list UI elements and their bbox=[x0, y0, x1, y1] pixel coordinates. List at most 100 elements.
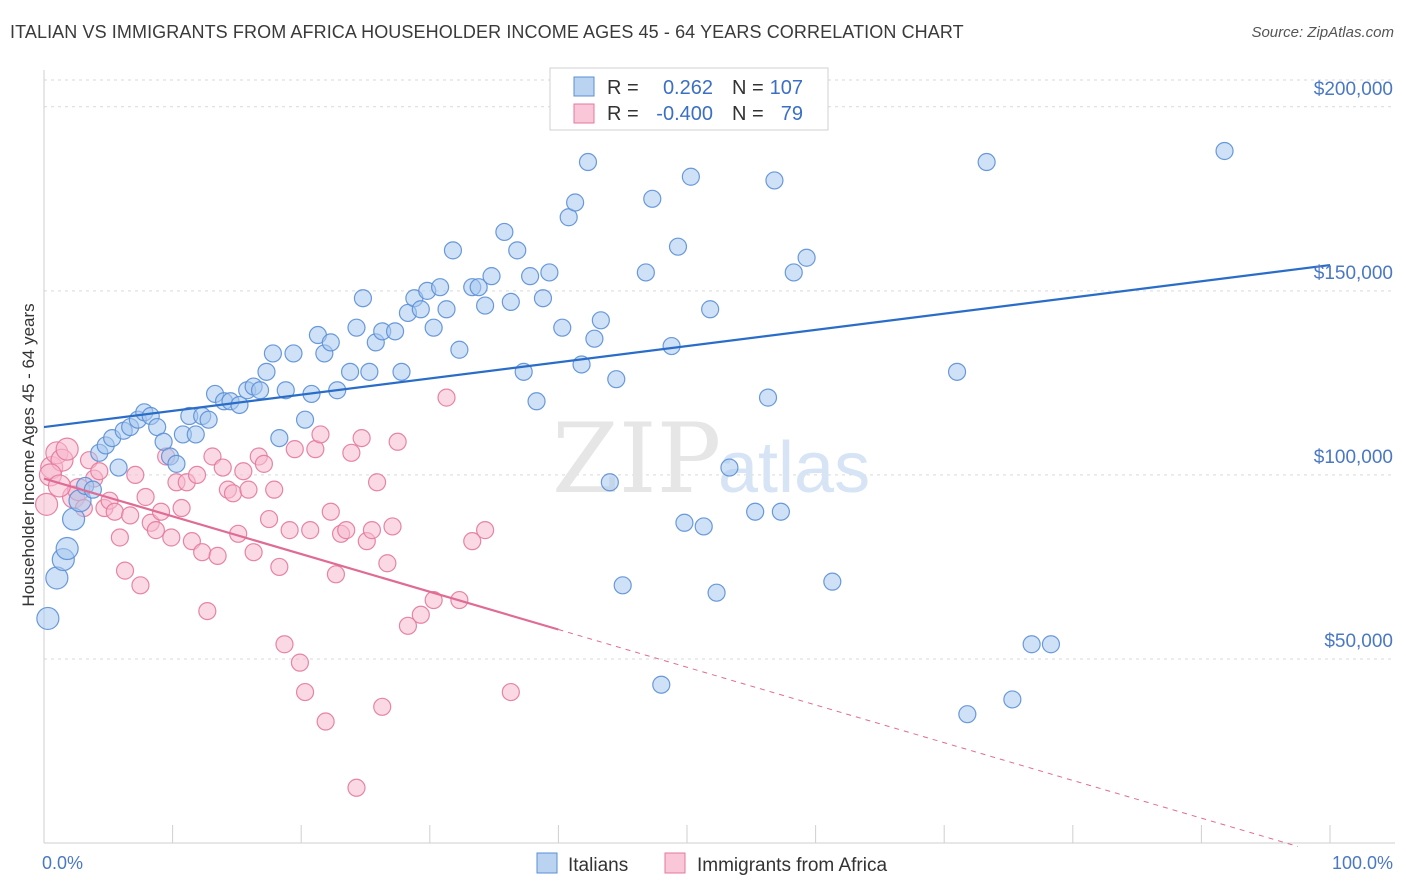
italians-point bbox=[675, 513, 694, 532]
italians-point bbox=[1215, 141, 1234, 161]
africa-point bbox=[301, 521, 320, 540]
africa-point bbox=[270, 557, 289, 577]
italians-point bbox=[321, 333, 340, 352]
africa-point bbox=[208, 546, 227, 565]
italians-point bbox=[527, 392, 546, 411]
italians-point bbox=[746, 502, 765, 521]
legend-n-label-africa: N = bbox=[732, 103, 764, 125]
africa-point bbox=[411, 605, 430, 624]
africa-point bbox=[265, 480, 284, 499]
italians-point bbox=[392, 362, 411, 381]
italians-point bbox=[947, 362, 967, 381]
italians-point bbox=[295, 410, 315, 429]
italians-point bbox=[508, 241, 527, 260]
africa-point bbox=[388, 432, 407, 451]
y-tick-labels: $50,000 $100,000 $150,000 $200,000 bbox=[1314, 79, 1393, 652]
italians-point bbox=[720, 458, 739, 477]
y-tick-label: $150,000 bbox=[1314, 263, 1393, 284]
africa-point bbox=[110, 528, 129, 547]
y-tick-label: $100,000 bbox=[1314, 447, 1393, 468]
africa-point bbox=[126, 465, 145, 485]
italians-point bbox=[501, 292, 520, 311]
legend-n-label-italians: N = bbox=[732, 77, 764, 99]
italians-point bbox=[591, 311, 610, 330]
italians-point bbox=[668, 237, 688, 256]
x-tick-labels: 0.0% 100.0% bbox=[42, 853, 1393, 873]
italians-point bbox=[109, 458, 128, 477]
y-tick-label: $50,000 bbox=[1324, 631, 1393, 652]
africa-point bbox=[136, 487, 155, 507]
africa-point bbox=[285, 440, 304, 459]
italians-point bbox=[758, 388, 778, 407]
italians-point bbox=[186, 425, 205, 444]
italians-point bbox=[643, 189, 662, 208]
italians-point bbox=[340, 362, 360, 381]
africa-point bbox=[187, 465, 207, 485]
italians-point bbox=[347, 318, 366, 337]
africa-point bbox=[383, 517, 402, 536]
italians-point bbox=[553, 318, 572, 337]
italians-point bbox=[353, 289, 373, 308]
trend-line-africa bbox=[43, 477, 559, 631]
africa-point bbox=[239, 480, 258, 499]
africa-point bbox=[146, 521, 165, 540]
italians-point bbox=[765, 171, 784, 190]
italians-point bbox=[771, 502, 790, 521]
italians-point bbox=[257, 362, 276, 381]
italians-point bbox=[784, 263, 803, 282]
africa-point bbox=[244, 543, 263, 562]
italians-point bbox=[701, 300, 720, 319]
italians-point bbox=[521, 267, 540, 286]
y-axis-label: Householder Income Ages 45 - 64 years bbox=[19, 303, 38, 606]
italians-point bbox=[600, 473, 619, 492]
africa-point bbox=[321, 502, 340, 521]
italians-point bbox=[230, 395, 249, 415]
bottom-legend-swatch-italians bbox=[536, 852, 558, 874]
africa-point bbox=[131, 576, 150, 595]
africa-point bbox=[223, 484, 243, 503]
chart-title: ITALIAN VS IMMIGRANTS FROM AFRICA HOUSEH… bbox=[10, 22, 964, 42]
africa-point bbox=[437, 388, 456, 407]
italians-point bbox=[437, 300, 456, 319]
legend-r-value-italians: 0.262 bbox=[663, 77, 713, 99]
africa-point bbox=[326, 565, 346, 584]
italians-point bbox=[475, 296, 495, 315]
africa-point bbox=[275, 635, 294, 654]
africa-point bbox=[213, 458, 232, 477]
italians-point bbox=[578, 152, 598, 172]
legend-frame bbox=[549, 67, 829, 131]
italians-point bbox=[977, 152, 996, 172]
italians-point bbox=[662, 336, 681, 356]
africa-point bbox=[198, 601, 217, 621]
africa-point bbox=[352, 428, 371, 448]
africa-point bbox=[105, 502, 124, 521]
legend-swatch-africa bbox=[573, 103, 595, 124]
africa-point bbox=[373, 697, 392, 716]
italians-point bbox=[250, 381, 270, 400]
italians-point bbox=[958, 705, 977, 724]
italians-point bbox=[607, 370, 626, 389]
italians-point bbox=[1041, 635, 1061, 654]
africa-point bbox=[259, 509, 279, 529]
italians-point bbox=[469, 278, 488, 297]
italians-point bbox=[167, 454, 186, 473]
bottom-legend-label-africa: Immigrants from Africa bbox=[697, 855, 887, 876]
italians-point bbox=[533, 289, 553, 308]
africa-point bbox=[475, 521, 495, 540]
italians-point bbox=[55, 536, 79, 561]
italians-point bbox=[360, 362, 379, 381]
legend-swatch-italians bbox=[573, 76, 595, 97]
italians-point bbox=[430, 278, 450, 297]
africa-point bbox=[501, 682, 520, 702]
italians-point bbox=[681, 167, 700, 186]
italians-point bbox=[495, 222, 514, 242]
africa-point bbox=[34, 492, 59, 516]
italians-point bbox=[585, 329, 604, 348]
africa-point bbox=[151, 502, 171, 521]
africa-point bbox=[193, 543, 212, 562]
africa-point bbox=[290, 653, 310, 672]
italians-point bbox=[199, 410, 218, 429]
africa-point bbox=[254, 454, 274, 473]
italians-point bbox=[823, 572, 842, 591]
